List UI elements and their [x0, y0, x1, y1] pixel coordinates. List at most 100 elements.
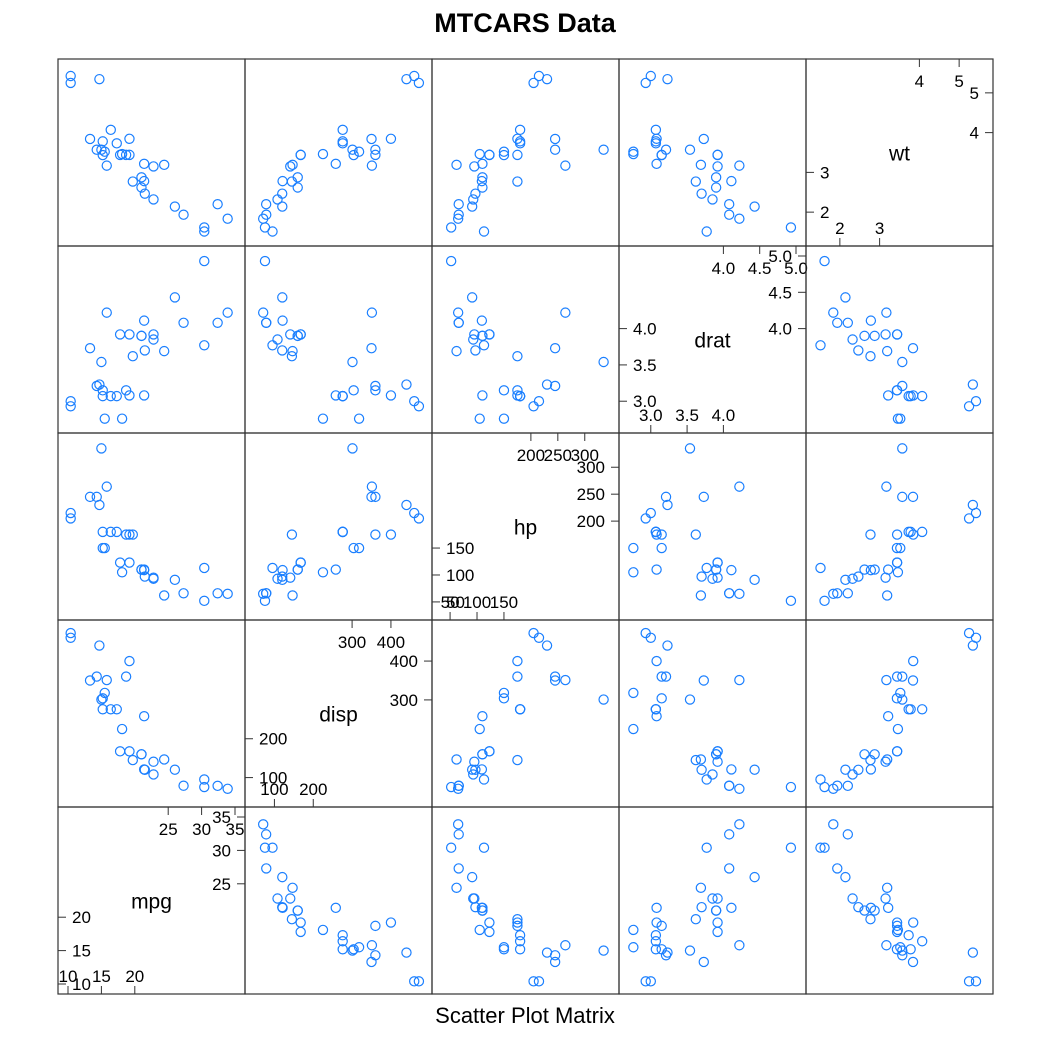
point-disp-vs-hp [498, 693, 510, 704]
point-wt-vs-mpg [114, 149, 126, 161]
point-drat-vs-hp [533, 396, 545, 407]
point-hp-vs-mpg [94, 499, 105, 511]
diag-tick-label-left-hp: 50 [446, 593, 465, 612]
point-wt-vs-mpg [97, 149, 108, 161]
panel-hp-vs-drat [618, 432, 807, 621]
diag-tick-label-bottom-drat: 3.0 [639, 406, 663, 425]
point-hp-vs-disp [409, 507, 420, 519]
diag-tick-label-left-hp: 150 [446, 539, 474, 558]
point-hp-vs-disp [385, 529, 397, 540]
point-hp-vs-wt [842, 588, 854, 599]
point-mpg-vs-drat [724, 863, 735, 874]
point-disp-vs-mpg [138, 764, 150, 775]
point-mpg-vs-wt [840, 871, 851, 883]
point-hp-vs-mpg [199, 562, 210, 574]
point-mpg-vs-disp [277, 902, 288, 914]
point-disp-vs-wt [916, 704, 928, 715]
point-hp-vs-mpg [120, 529, 132, 540]
point-wt-vs-hp [549, 144, 561, 155]
point-disp-vs-drat [656, 693, 667, 704]
point-mpg-vs-drat [651, 902, 662, 914]
diag-tick-label-bottom-hp: 150 [490, 593, 518, 612]
point-drat-vs-wt [916, 390, 928, 402]
point-hp-vs-wt [828, 588, 839, 600]
diag-tick-label-right-wt: 5 [970, 84, 979, 103]
point-hp-vs-drat [696, 571, 707, 582]
point-wt-vs-disp [295, 149, 306, 161]
point-disp-vs-mpg [97, 704, 108, 715]
point-mpg-vs-drat [640, 976, 651, 987]
diag-tick-label-left-drat: 3.5 [633, 356, 657, 375]
point-mpg-vs-drat [734, 819, 745, 830]
point-hp-vs-mpg [178, 588, 189, 599]
panel-hp-vs-wt [805, 432, 994, 621]
point-wt-vs-mpg [94, 73, 105, 85]
point-drat-vs-wt [882, 390, 894, 401]
point-drat-vs-disp [409, 396, 420, 407]
diag-label-drat: drat [694, 330, 730, 353]
point-mpg-vs-disp [285, 893, 296, 904]
point-disp-vs-wt [882, 711, 894, 722]
point-wt-vs-disp [277, 175, 288, 187]
chart-title: MTCARS Data [434, 8, 616, 38]
point-drat-vs-mpg [97, 385, 108, 396]
point-mpg-vs-drat [710, 905, 722, 916]
point-disp-vs-drat [734, 674, 745, 686]
point-mpg-vs-drat [656, 920, 667, 932]
point-drat-vs-hp [528, 401, 539, 412]
point-disp-vs-wt [905, 704, 916, 715]
point-mpg-vs-hp [560, 940, 571, 951]
point-hp-vs-wt [895, 542, 906, 554]
point-wt-vs-hp [452, 213, 464, 224]
point-mpg-vs-drat [701, 842, 712, 853]
point-disp-vs-wt [891, 693, 903, 704]
point-mpg-vs-disp [257, 819, 269, 830]
point-hp-vs-disp [348, 542, 359, 554]
point-drat-vs-mpg [127, 351, 138, 362]
point-hp-vs-wt [840, 574, 851, 586]
point-disp-vs-hp [469, 756, 480, 767]
point-drat-vs-hp [598, 356, 609, 368]
point-hp-vs-drat [734, 481, 745, 492]
point-hp-vs-disp [366, 491, 377, 503]
point-drat-vs-mpg [212, 317, 223, 328]
point-mpg-vs-wt [897, 945, 908, 956]
point-mpg-vs-disp [272, 893, 283, 904]
panel-mpg-vs-wt [805, 806, 994, 995]
point-mpg-vs-wt [881, 940, 892, 951]
point-disp-vs-mpg [114, 746, 126, 757]
point-drat-vs-hp [453, 317, 464, 328]
point-drat-vs-hp [466, 292, 478, 303]
point-drat-vs-disp [385, 390, 397, 401]
point-disp-vs-hp [445, 781, 457, 793]
point-disp-vs-hp [512, 754, 523, 766]
point-mpg-vs-disp [413, 976, 425, 987]
point-drat-vs-hp [498, 413, 510, 424]
point-disp-vs-mpg [65, 627, 76, 639]
point-drat-vs-disp [370, 380, 381, 392]
point-disp-vs-wt [865, 764, 877, 775]
point-hp-vs-disp [277, 564, 288, 576]
point-hp-vs-disp [366, 481, 378, 492]
point-mpg-vs-hp [598, 945, 609, 956]
point-mpg-vs-disp [277, 871, 288, 883]
point-hp-vs-disp [295, 557, 306, 568]
point-wt-vs-drat [734, 213, 745, 224]
point-mpg-vs-disp [292, 905, 303, 916]
point-drat-vs-mpg [124, 390, 135, 401]
point-drat-vs-mpg [148, 329, 159, 340]
point-disp-vs-hp [549, 671, 561, 682]
point-wt-vs-drat [640, 77, 651, 89]
point-mpg-vs-drat [690, 914, 702, 925]
point-wt-vs-mpg [96, 144, 107, 155]
point-wt-vs-disp [292, 182, 303, 193]
point-drat-vs-disp [317, 413, 329, 424]
point-hp-vs-drat [734, 588, 745, 600]
point-wt-vs-hp [498, 149, 510, 161]
point-hp-vs-wt [819, 595, 830, 607]
point-wt-vs-hp [549, 133, 561, 145]
point-mpg-vs-wt [891, 926, 903, 938]
point-wt-vs-disp [337, 138, 348, 149]
point-drat-vs-wt [963, 401, 975, 412]
point-mpg-vs-hp [452, 819, 464, 830]
